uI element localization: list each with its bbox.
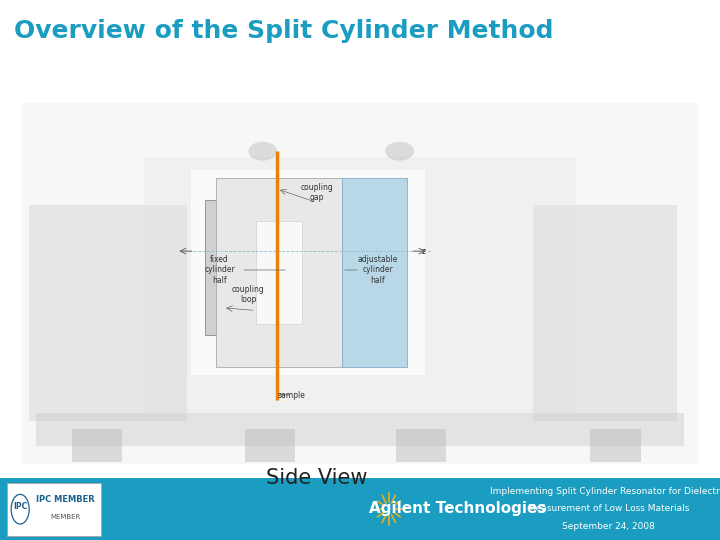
Text: fixed
cylinder
half: fixed cylinder half <box>204 255 235 285</box>
Text: Measurement of Low Loss Materials: Measurement of Low Loss Materials <box>528 504 689 514</box>
Text: IPC: IPC <box>13 502 27 511</box>
Text: Implementing Split Cylinder Resonator for Dielectric: Implementing Split Cylinder Resonator fo… <box>490 487 720 496</box>
Ellipse shape <box>385 141 414 160</box>
Text: coupling
gap: coupling gap <box>300 183 333 202</box>
Bar <box>29 205 187 421</box>
Text: Overview of the Split Cylinder Method: Overview of the Split Cylinder Method <box>14 19 554 43</box>
Text: coupling
loop: coupling loop <box>232 285 265 304</box>
Text: MEMBER: MEMBER <box>50 514 81 520</box>
Ellipse shape <box>248 141 277 160</box>
Bar <box>72 429 122 462</box>
Bar <box>245 429 295 462</box>
Bar <box>191 170 425 375</box>
Bar <box>396 429 446 462</box>
Text: adjustable
cylinder
half: adjustable cylinder half <box>358 255 398 285</box>
Bar <box>342 178 407 367</box>
Text: sample: sample <box>278 390 305 400</box>
Bar <box>36 413 684 446</box>
Bar <box>0 478 720 540</box>
Bar <box>144 157 576 416</box>
Text: z: z <box>421 247 426 255</box>
Bar <box>216 178 342 367</box>
Text: Side View: Side View <box>266 468 367 488</box>
Text: Agilent Technologies: Agilent Technologies <box>369 502 546 516</box>
Bar <box>22 103 698 464</box>
Bar <box>256 221 302 324</box>
Bar <box>533 205 677 421</box>
Bar <box>7 483 101 536</box>
Text: IPC MEMBER: IPC MEMBER <box>36 495 94 504</box>
Text: September 24, 2008: September 24, 2008 <box>562 522 654 531</box>
Bar <box>205 200 288 335</box>
Bar <box>590 429 641 462</box>
